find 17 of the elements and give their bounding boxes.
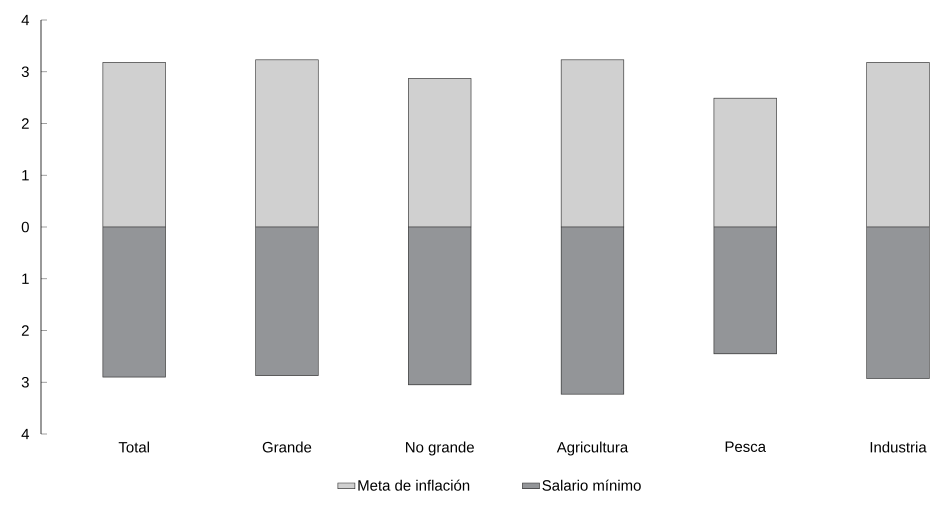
y-tick-label: 0 bbox=[22, 222, 29, 232]
x-tick-label: Industria bbox=[870, 442, 927, 452]
legend-label: Meta de inflación bbox=[358, 480, 470, 491]
x-tick-label: Grande bbox=[262, 442, 312, 452]
y-tick-label: 2 bbox=[22, 325, 29, 336]
legend-label: Salario mínimo bbox=[542, 480, 641, 491]
y-tick-label: 4 bbox=[22, 14, 30, 26]
y-tick-label: 1 bbox=[22, 170, 29, 180]
y-tick-label: 2 bbox=[22, 118, 29, 129]
x-tick-label: No grande bbox=[406, 442, 474, 456]
y-tick-label: 3 bbox=[22, 66, 29, 78]
y-tick-label: 4 bbox=[22, 428, 30, 440]
x-tick-label: Pesca bbox=[726, 442, 766, 452]
y-tick-label: 1 bbox=[22, 274, 29, 284]
y-tick-label: 3 bbox=[22, 376, 29, 388]
x-tick-label: Total bbox=[118, 442, 149, 452]
x-tick-label: Agricultura bbox=[556, 442, 628, 456]
